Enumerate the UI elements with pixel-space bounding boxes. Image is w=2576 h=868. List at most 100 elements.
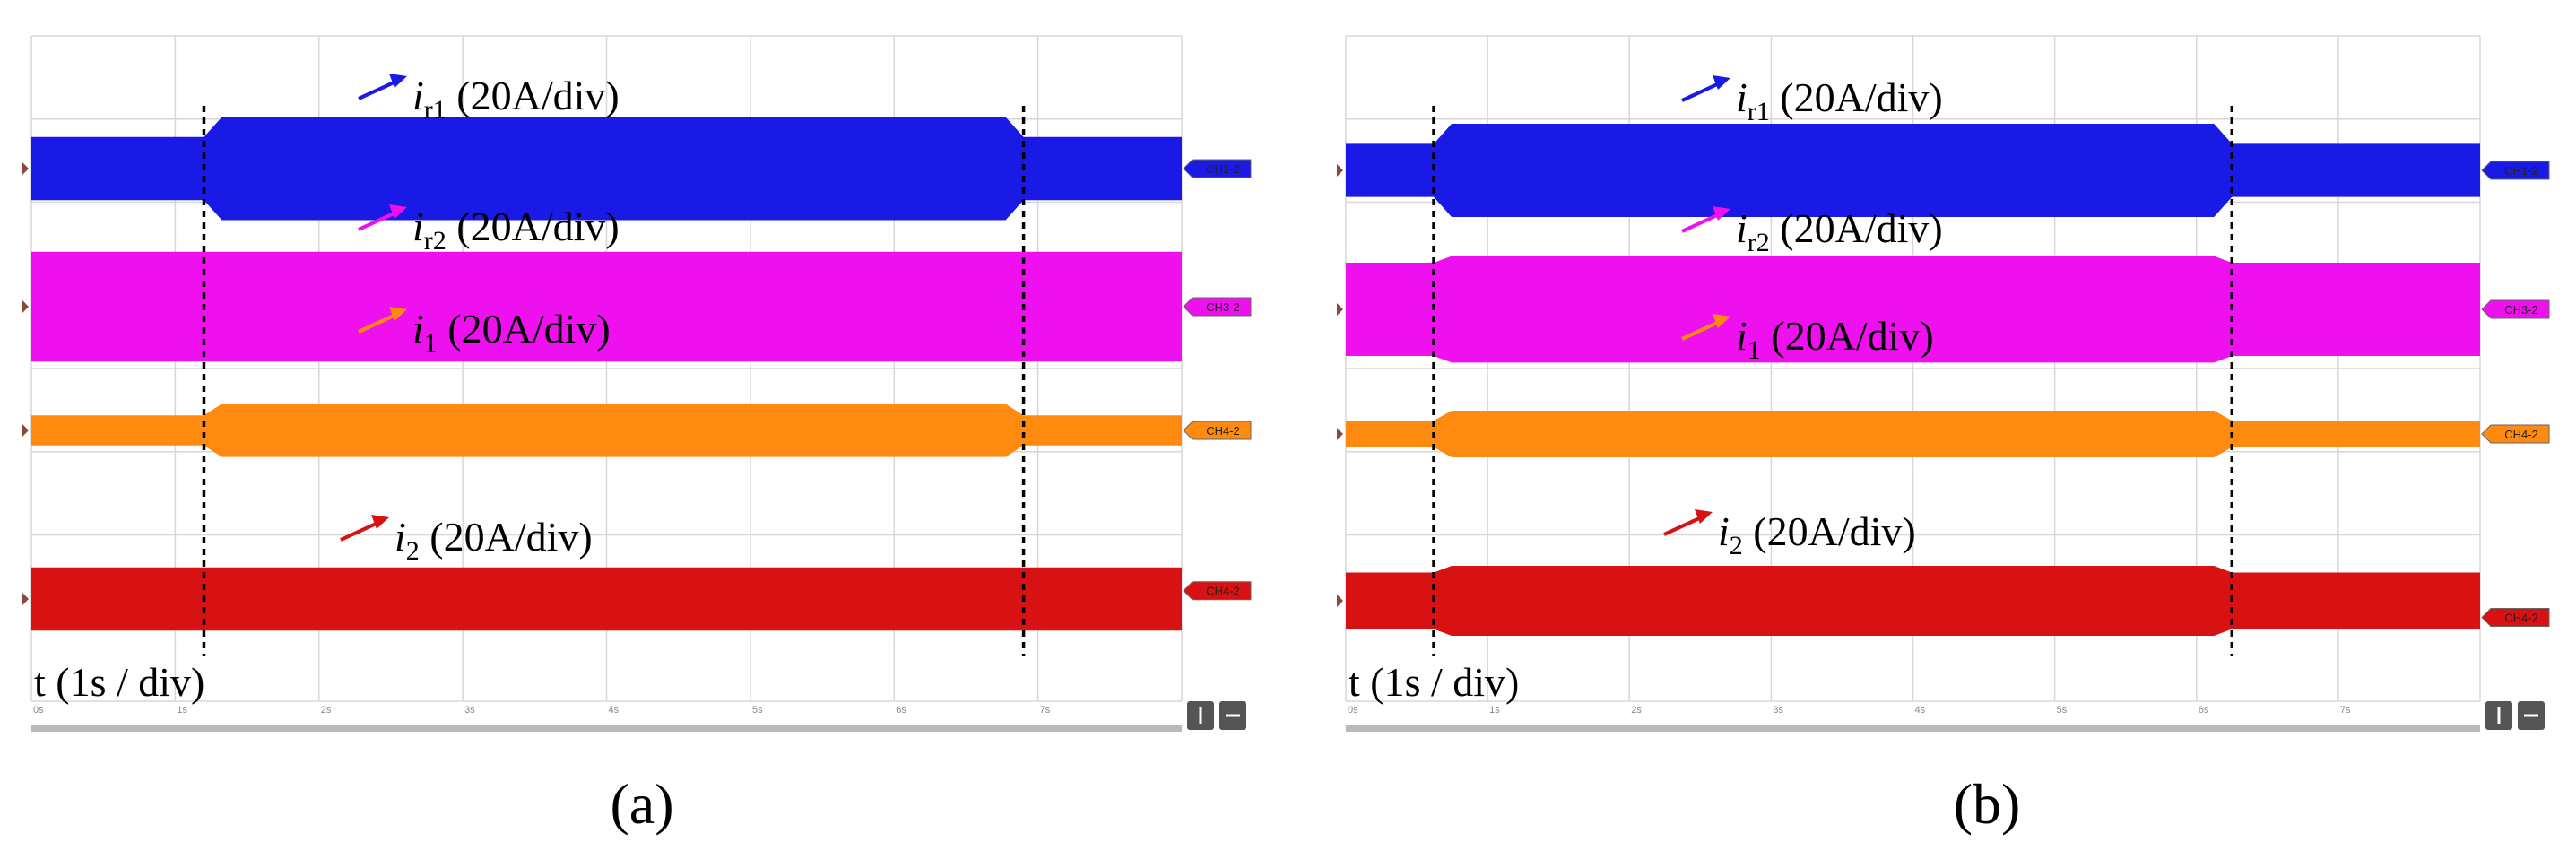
time-tick-label: 3s [1773, 705, 1783, 716]
channel-label-subscript: r1 [424, 95, 447, 125]
trace-i_2 [31, 567, 1182, 631]
channel-label-scale: (20A/div) [1761, 313, 1934, 359]
trace-marker-i_1 [1337, 428, 1343, 440]
channel-label-subscript: 2 [406, 536, 420, 566]
channel-tag-text: CH4-2 [2504, 612, 2538, 625]
annotation-arrowhead-i_2 [371, 515, 389, 529]
annotation-arrowhead-i_r2 [389, 204, 407, 219]
annotation-arrowhead-i_r1 [1713, 75, 1730, 90]
channel-label-symbol: i [1736, 313, 1748, 359]
channel-label-scale: (20A/div) [447, 73, 620, 118]
channel-tag-box [2481, 608, 2550, 628]
time-tick-label: 6s [896, 705, 906, 716]
time-tick-label: 0s [33, 705, 44, 716]
channel-label-symbol: i [395, 514, 406, 560]
time-tick-label: 4s [1915, 705, 1926, 716]
time-tick-label: 5s [2057, 705, 2068, 716]
channel-label-symbol: i [1736, 74, 1748, 120]
channel-tag-i_2: CH4-2 [1183, 581, 1252, 601]
trace-marker-i_r1 [22, 162, 29, 175]
channel-label-symbol: i [412, 306, 424, 352]
channel-label-i_r2: ir2 (20A/div) [1736, 205, 1943, 257]
channel-tag-text: CH4-2 [1206, 424, 1240, 438]
trace-i_r2 [1346, 256, 2480, 363]
channel-label-symbol: i [412, 204, 424, 249]
channel-tag-text: CH1-2 [2504, 164, 2538, 178]
trace-i_2 [1346, 566, 2480, 636]
channel-label-scale: (20A/div) [438, 306, 611, 352]
time-axis-label: t (1s / div) [1349, 659, 1519, 705]
channel-label-scale: (20A/div) [1770, 205, 1943, 251]
scroll-track [31, 725, 1182, 732]
panel-label-a: (a) [610, 772, 674, 836]
channel-tag-text: CH1-2 [1206, 162, 1240, 176]
trace-marker-i_r2 [1337, 303, 1343, 316]
channel-label-scale: (20A/div) [1770, 74, 1943, 120]
channel-label-subscript: 1 [1748, 335, 1761, 365]
channel-tag-i_r1: CH1-2 [1183, 159, 1252, 178]
channel-tag-box [1183, 421, 1252, 440]
panel-a: CH1-2 ir1 (20A/div) CH3-2 ir2 (20A/div) CH4-… [0, 0, 1255, 868]
annotation-arrowhead-i_1 [389, 307, 407, 321]
trace-marker-i_1 [22, 424, 29, 437]
trace-i_r1 [1346, 124, 2480, 217]
annotation-arrowhead-i_1 [1713, 314, 1730, 328]
channel-tag-box [2481, 424, 2550, 444]
channel-label-symbol: i [1718, 508, 1730, 554]
time-tick-label: 1s [177, 705, 187, 716]
time-tick-label: 2s [1631, 705, 1642, 716]
time-tick-label: 7s [2340, 705, 2351, 716]
channel-label-i_1: i1 (20A/div) [412, 306, 611, 358]
channel-tag-text: CH4-2 [1206, 585, 1240, 598]
channel-tag-text: CH3-2 [2504, 303, 2538, 317]
annotation-arrowhead-i_r2 [1713, 206, 1730, 221]
channel-tag-box [2481, 299, 2550, 319]
trace-i_1 [1346, 411, 2480, 457]
channel-tag-i_1: CH4-2 [2481, 424, 2550, 444]
channel-label-i_r2: ir2 (20A/div) [412, 204, 620, 256]
trace-marker-i_2 [1337, 595, 1343, 607]
channel-label-subscript: r2 [1748, 228, 1770, 257]
time-tick-label: 5s [752, 705, 763, 716]
trace-i_r1 [31, 117, 1182, 221]
channel-label-subscript: 1 [424, 328, 438, 358]
trace-i_1 [31, 404, 1182, 457]
channel-label-symbol: i [412, 73, 424, 118]
trace-marker-i_r1 [1337, 164, 1343, 177]
channel-tag-i_2: CH4-2 [2481, 608, 2550, 628]
channel-tag-i_r2: CH3-2 [1183, 297, 1252, 317]
channel-label-i_r1: ir1 (20A/div) [1736, 74, 1943, 126]
time-tick-label: 7s [1040, 705, 1051, 716]
time-tick-label: 1s [1489, 705, 1500, 716]
trace-i_r2 [31, 251, 1182, 362]
channel-tag-box [2481, 161, 2550, 180]
channel-label-subscript: r2 [424, 226, 447, 256]
time-axis-label: t (1s / div) [34, 659, 204, 705]
channel-tag-box [1183, 159, 1252, 178]
channel-label-i_r1: ir1 (20A/div) [412, 73, 620, 125]
time-tick-label: 4s [609, 705, 620, 716]
channel-tag-text: CH4-2 [2504, 428, 2538, 441]
annotation-arrowhead-i_r1 [389, 74, 407, 88]
panel-b: CH1-2 ir1 (20A/div) CH3-2 ir2 (20A/div) CH4-… [1314, 0, 2570, 868]
channel-label-subscript: 2 [1730, 531, 1743, 560]
channel-tag-box [1183, 581, 1252, 601]
channel-tag-i_r2: CH3-2 [2481, 299, 2550, 319]
channel-label-scale: (20A/div) [447, 204, 620, 249]
time-tick-label: 0s [1348, 705, 1358, 716]
channel-label-i_2: i2 (20A/div) [395, 514, 593, 566]
scroll-track [1346, 725, 2480, 732]
time-tick-label: 3s [464, 705, 475, 716]
annotation-arrowhead-i_2 [1695, 509, 1713, 524]
channel-label-i_2: i2 (20A/div) [1718, 508, 1916, 560]
channel-tag-i_r1: CH1-2 [2481, 161, 2550, 180]
channel-tag-box [1183, 297, 1252, 317]
channel-tag-i_1: CH4-2 [1183, 421, 1252, 440]
time-tick-label: 2s [321, 705, 332, 716]
time-tick-label: 6s [2199, 705, 2209, 716]
channel-label-subscript: r1 [1748, 97, 1770, 126]
channel-label-i_1: i1 (20A/div) [1736, 313, 1934, 365]
channel-label-scale: (20A/div) [420, 514, 593, 560]
